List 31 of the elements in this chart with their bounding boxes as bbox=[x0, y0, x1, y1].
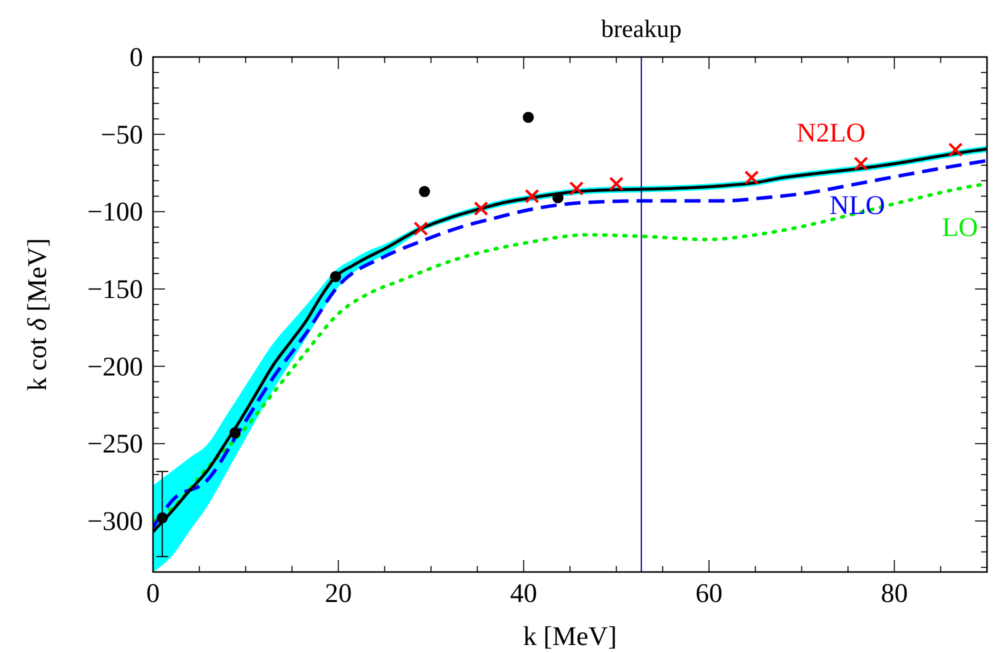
y-tick-label: −200 bbox=[87, 351, 143, 382]
point bbox=[552, 192, 564, 204]
x-tick-label: 20 bbox=[324, 578, 352, 608]
y-tick-label: −100 bbox=[87, 196, 143, 227]
y-axis-title: k cot δ [MeV] bbox=[22, 238, 52, 391]
x-tick-label: 80 bbox=[880, 578, 908, 608]
point bbox=[474, 201, 488, 216]
point bbox=[419, 186, 430, 198]
series-label: NLO bbox=[830, 190, 886, 220]
point bbox=[330, 271, 342, 282]
point bbox=[948, 142, 963, 158]
x-tick-label: 40 bbox=[510, 578, 538, 608]
point bbox=[609, 176, 624, 192]
x-axis-title: k [MeV] bbox=[523, 621, 617, 651]
series-label: LO bbox=[942, 212, 978, 242]
y-tick-label: −50 bbox=[100, 119, 143, 150]
point bbox=[230, 427, 241, 438]
point bbox=[854, 156, 868, 171]
point bbox=[744, 170, 759, 185]
series-label: N2LO bbox=[796, 118, 866, 148]
x-tick-label: 60 bbox=[696, 578, 722, 608]
y-tick-label: −250 bbox=[87, 428, 143, 459]
point bbox=[569, 181, 584, 196]
y-tick-label: −300 bbox=[87, 506, 143, 536]
ref-line-label: breakup bbox=[601, 16, 682, 43]
point bbox=[156, 512, 168, 524]
point bbox=[522, 112, 534, 123]
y-tick-label: 0 bbox=[130, 42, 143, 72]
point bbox=[524, 188, 540, 204]
y-tick-label: −150 bbox=[87, 274, 143, 304]
point bbox=[414, 221, 428, 236]
